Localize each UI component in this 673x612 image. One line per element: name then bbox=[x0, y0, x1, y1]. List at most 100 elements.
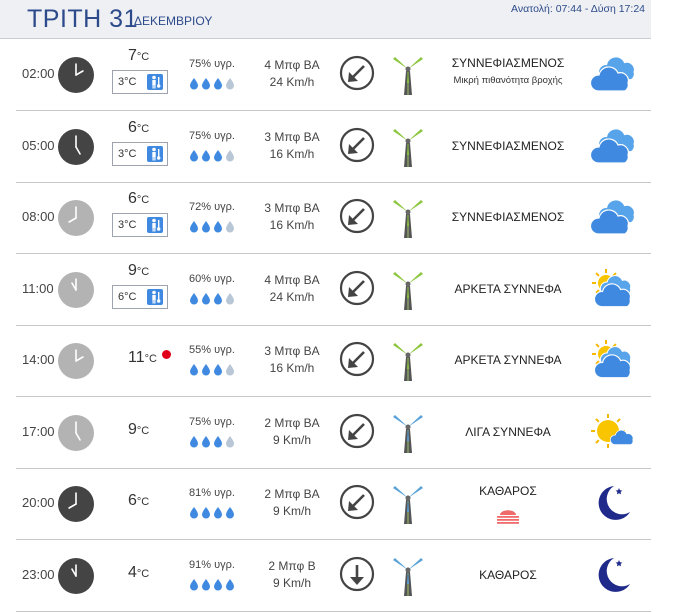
moon-icon bbox=[590, 482, 636, 524]
wind-beaufort: 4 Μπφ ΒΑ bbox=[264, 272, 320, 287]
wind-turbine-icon bbox=[388, 411, 428, 455]
humidity: 72% υγρ. bbox=[189, 201, 235, 213]
weather-condition: ΚΑΘΑΡΟΣ bbox=[479, 567, 537, 582]
wind-direction-arrow-icon bbox=[339, 127, 375, 163]
forecast-time: 05:00 bbox=[22, 137, 55, 153]
forecast-row: 08:00 6°C 3°C 72% υγρ. 3 Μπφ ΒΑ 16 Km/h ΣΥΝΝΕΦ… bbox=[16, 182, 651, 254]
clock-icon bbox=[58, 128, 94, 165]
temperature: 9°C bbox=[128, 262, 149, 280]
wind-info: 3 Μπφ ΒΑ 16 Km/h bbox=[252, 129, 332, 163]
temperature-value: 6 bbox=[128, 492, 137, 509]
temperature-unit: °C bbox=[136, 424, 150, 437]
weather-condition: ΣΥΝΝΕΦΙΑΣΜΕΝΟΣ bbox=[451, 138, 565, 153]
forecast-row: 11:00 9°C 6°C 60% υγρ. 4 Μπφ ΒΑ 24 Km/h ΑΡΚΕΤΑ… bbox=[16, 254, 651, 326]
forecast-row: 20:00 6°C 81% υγρ. 2 Μπφ ΒΑ 9 Km/h ΚΑΘΑΡΟΣ bbox=[16, 468, 651, 540]
feels-like-box: 3°C bbox=[112, 213, 168, 237]
wind-turbine-icon bbox=[388, 339, 428, 383]
wind-speed: 9 Km/h bbox=[272, 432, 311, 447]
temperature-value: 6 bbox=[128, 118, 137, 136]
humidity-drops-icon bbox=[188, 578, 236, 590]
clock-icon bbox=[58, 557, 94, 594]
clock-icon bbox=[58, 343, 94, 379]
temperature-value: 9 bbox=[128, 420, 137, 438]
wind-beaufort: 2 Μπφ Β bbox=[268, 558, 316, 573]
weather-condition: ΣΥΝΝΕΦΙΑΣΜΕΝΟΣ bbox=[451, 56, 565, 70]
humidity-drops-icon bbox=[188, 149, 236, 161]
temperature-value: 11 bbox=[128, 349, 145, 366]
wind-direction-arrow-icon bbox=[339, 55, 375, 91]
temperature-unit: °C bbox=[136, 496, 150, 508]
wind-info: 3 Μπφ ΒΑ 16 Km/h bbox=[252, 200, 332, 234]
wind-turbine-icon bbox=[388, 554, 428, 598]
clock-icon bbox=[58, 414, 94, 451]
temperature-value: 6 bbox=[128, 190, 137, 207]
thermometer-person-icon bbox=[147, 145, 163, 162]
temperature-value: 7 bbox=[128, 47, 137, 64]
temperature-unit: °C bbox=[144, 353, 157, 365]
temperature: 11°C bbox=[128, 349, 157, 367]
wind-direction-arrow-icon bbox=[339, 270, 375, 306]
temperature-value: 4 bbox=[128, 563, 137, 581]
high-temperature-marker bbox=[162, 350, 171, 359]
wind-beaufort: 3 Μπφ ΒΑ bbox=[264, 201, 320, 215]
forecast-time: 02:00 bbox=[22, 66, 55, 81]
wind-speed: 16 Km/h bbox=[269, 146, 315, 161]
temperature: 7°C bbox=[128, 47, 149, 65]
wind-info: 4 Μπφ ΒΑ 24 Km/h bbox=[252, 57, 332, 91]
humidity-drops-icon bbox=[188, 77, 236, 90]
feels-like-value: 3°C bbox=[118, 219, 137, 231]
wind-speed: 9 Km/h bbox=[272, 575, 311, 590]
forecast-time: 08:00 bbox=[22, 209, 55, 224]
humidity: 60% υγρ. bbox=[189, 272, 235, 285]
sunrise-sunset: Ανατολή: 07:44 - Δύση 17:24 bbox=[511, 3, 645, 15]
temperature-unit: °C bbox=[136, 567, 150, 580]
cloudy-icon bbox=[589, 196, 636, 238]
feels-like-value: 6°C bbox=[118, 290, 137, 303]
day-header: ΤΡΙΤΗ 31 ΔΕΚΕΜΒΡΙΟΥ Ανατολή: 07:44 - Δύσ… bbox=[0, 0, 651, 39]
feels-like-value: 3°C bbox=[118, 147, 137, 160]
forecast-row: 17:00 9°C 75% υγρ. 2 Μπφ ΒΑ 9 Km/h ΛΙΓΑ ΣΥΝΝΕ… bbox=[16, 397, 651, 469]
wind-turbine-icon bbox=[388, 196, 428, 240]
wind-speed: 9 Km/h bbox=[272, 504, 311, 518]
wind-direction-arrow-icon bbox=[339, 341, 375, 377]
temperature: 6°C bbox=[128, 190, 149, 208]
wind-turbine-icon bbox=[388, 268, 428, 312]
wind-speed: 16 Km/h bbox=[269, 218, 315, 232]
temperature: 6°C bbox=[128, 492, 149, 510]
partly-cloudy-icon bbox=[590, 339, 636, 381]
mist-icon bbox=[494, 510, 522, 524]
wind-info: 2 Μπφ ΒΑ 9 Km/h bbox=[252, 486, 332, 520]
humidity-drops-icon bbox=[188, 292, 236, 304]
day-month: ΔΕΚΕΜΒΡΙΟΥ bbox=[134, 14, 213, 28]
forecast-time: 20:00 bbox=[22, 495, 55, 510]
moon-icon bbox=[590, 554, 636, 596]
humidity-drops-icon bbox=[188, 435, 236, 447]
wind-turbine-icon bbox=[388, 53, 428, 97]
thermometer-person-icon bbox=[147, 217, 163, 233]
wind-info: 4 Μπφ ΒΑ 24 Km/h bbox=[252, 272, 332, 306]
forecast-row: 02:00 7°C 3°C 75% υγρ. 4 Μπφ ΒΑ 24 Km/h ΣΥΝΝΕΦ… bbox=[16, 39, 651, 111]
temperature-unit: °C bbox=[136, 194, 150, 206]
humidity: 75% υγρ. bbox=[189, 129, 235, 142]
cloudy-icon bbox=[589, 125, 636, 167]
wind-info: 3 Μπφ ΒΑ 16 Km/h bbox=[252, 343, 332, 377]
temperature: 4°C bbox=[128, 564, 149, 582]
partly-cloudy-icon bbox=[590, 268, 636, 310]
humidity: 75% υγρ. bbox=[189, 415, 235, 428]
few-clouds-icon bbox=[590, 411, 636, 453]
wind-speed: 16 Km/h bbox=[269, 361, 315, 375]
wind-info: 2 Μπφ Β 9 Km/h bbox=[252, 558, 332, 592]
forecast-row: 14:00 11°C 55% υγρ. 3 Μπφ ΒΑ 16 Km/h ΑΡΚΕΤΑ Σ… bbox=[16, 325, 651, 397]
temperature-value: 9 bbox=[128, 261, 137, 279]
wind-direction-arrow-icon bbox=[339, 198, 375, 234]
humidity-drops-icon bbox=[188, 363, 236, 376]
forecast-time: 23:00 bbox=[22, 566, 55, 582]
temperature-unit: °C bbox=[136, 265, 150, 278]
feels-like-box: 3°C bbox=[112, 70, 168, 94]
wind-info: 2 Μπφ ΒΑ 9 Km/h bbox=[252, 415, 332, 449]
feels-like-value: 3°C bbox=[118, 76, 137, 88]
wind-beaufort: 3 Μπφ ΒΑ bbox=[264, 129, 320, 144]
wind-direction-arrow-icon bbox=[339, 484, 375, 520]
day-title: ΤΡΙΤΗ 31 bbox=[27, 5, 138, 33]
thermometer-person-icon bbox=[147, 74, 163, 90]
